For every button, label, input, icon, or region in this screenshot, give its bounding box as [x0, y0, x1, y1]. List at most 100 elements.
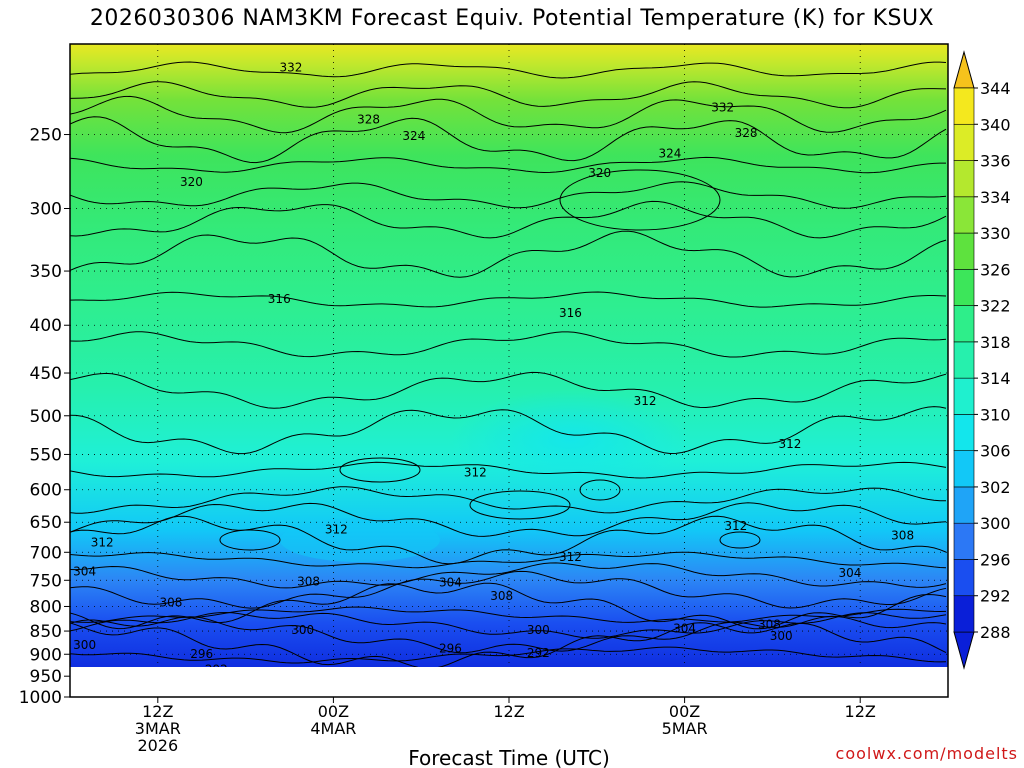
x-tick-label: 4MAR	[310, 719, 356, 738]
contour-line	[70, 200, 947, 239]
x-tick-label: 2026	[137, 736, 178, 755]
y-tick-label: 500	[30, 407, 62, 427]
y-tick-label: 1000	[19, 688, 62, 708]
contour-label: 308	[891, 529, 914, 543]
colorbar-segment	[953, 522, 975, 560]
theta-e-field	[70, 44, 948, 667]
contour-label: 312	[464, 465, 487, 479]
contour-line	[70, 570, 947, 609]
colorbar-label: 330	[980, 224, 1011, 243]
moist-blob-2	[280, 518, 440, 562]
contour-line	[70, 606, 947, 623]
contour-line	[70, 181, 947, 209]
colorbar-label: 296	[980, 550, 1011, 569]
contour-closed	[559, 169, 721, 231]
y-tick-label: 850	[30, 622, 62, 642]
contour-label: 296	[439, 641, 462, 655]
colorbar-label: 334	[980, 188, 1011, 207]
contour-label: 292	[413, 674, 436, 688]
y-tick-label: 700	[30, 543, 62, 563]
contour-line	[70, 461, 947, 479]
x-tick-label: 00Z	[669, 702, 700, 721]
gridlines	[70, 44, 948, 667]
ground-layer	[70, 667, 948, 697]
contour-line	[70, 562, 947, 589]
contour-labels: 3323323283283243243203203163163123123123…	[73, 61, 914, 689]
contour-label: 316	[268, 292, 291, 306]
colorbar-segment	[953, 87, 975, 125]
contour-line	[70, 230, 947, 278]
colorbar-segment	[953, 486, 975, 524]
y-tick-label: 900	[30, 645, 62, 665]
contour-line	[70, 156, 946, 174]
colorbar-segment	[953, 269, 975, 306]
y-tick-label: 350	[30, 262, 62, 282]
contour-label: 304	[673, 622, 696, 636]
contour-line	[70, 646, 947, 664]
contour-label: 308	[297, 574, 320, 588]
contour-line	[70, 291, 947, 308]
contour-label: 332	[711, 101, 734, 115]
contour-label: 316	[559, 306, 582, 320]
colorbar-segment	[953, 123, 975, 161]
contour-label: 312	[91, 535, 114, 549]
contour-label: 308	[160, 595, 183, 609]
y-tick-label: 650	[30, 513, 62, 533]
contour-line	[70, 551, 947, 569]
contour-label: 312	[779, 437, 802, 451]
x-tick-label: 12Z	[493, 702, 524, 721]
colorbar-label: 300	[980, 514, 1011, 533]
warm-core-top	[535, 44, 875, 114]
contour-line	[70, 515, 947, 565]
contour-label: 312	[559, 550, 582, 564]
x-tick-label: 12Z	[142, 702, 173, 721]
contour-label: 304	[73, 565, 96, 579]
y-tick-label: 400	[30, 316, 62, 336]
contour-line	[70, 486, 947, 514]
contour-label: 308	[758, 617, 781, 631]
contour-closed	[219, 529, 281, 551]
x-tick-label: 3MAR	[135, 719, 181, 738]
colorbar-segment	[953, 377, 975, 415]
contour-label: 300	[527, 623, 550, 637]
contour-label: 308	[490, 589, 513, 603]
colorbar-label: 344	[980, 79, 1011, 98]
colorbar-label: 336	[980, 152, 1011, 171]
chart-title: 2026030306 NAM3KM Forecast Equiv. Potent…	[89, 6, 935, 31]
colorbar-segment	[953, 559, 975, 597]
y-tick-label: 250	[30, 126, 62, 146]
y-tick-label: 450	[30, 364, 62, 384]
y-axis: 250 300 350 400 450 500 550 600 650 700 750 800 850 9…	[19, 126, 70, 708]
contour-label: 300	[73, 638, 96, 652]
contour-line	[70, 95, 947, 134]
colorbar-segment	[953, 595, 975, 633]
x-tick-label: 5MAR	[662, 719, 708, 738]
contour-label: 296	[802, 675, 825, 689]
y-tick-label: 750	[30, 571, 62, 591]
colorbar-label: 326	[980, 260, 1011, 279]
contour-line	[70, 81, 947, 109]
plot-area: 3323323283283243243203203163163123123123…	[70, 44, 948, 697]
x-axis-label: Forecast Time (UTC)	[408, 746, 610, 768]
colorbar-high-triangle	[953, 50, 975, 89]
contour-label: 300	[291, 623, 314, 637]
colorbar-segment	[953, 196, 975, 234]
contour-label: 312	[724, 519, 747, 533]
y-tick-label: 800	[30, 597, 62, 617]
colorbar-label: 310	[980, 405, 1011, 424]
contour-line	[70, 406, 947, 455]
colorbar-low-triangle	[953, 631, 975, 670]
contour-label: 324	[402, 129, 425, 143]
colorbar-segment	[953, 414, 975, 451]
colorbar-segment	[953, 305, 975, 343]
x-tick-label: 00Z	[318, 702, 349, 721]
contour-label: 328	[357, 113, 380, 127]
y-tick-label: 300	[30, 200, 62, 220]
colorbar-segment	[953, 160, 975, 198]
contour-label: 300	[770, 629, 793, 643]
y-tick-label: 550	[30, 445, 62, 465]
contour-line	[70, 582, 947, 630]
contour-label: 320	[588, 166, 611, 180]
